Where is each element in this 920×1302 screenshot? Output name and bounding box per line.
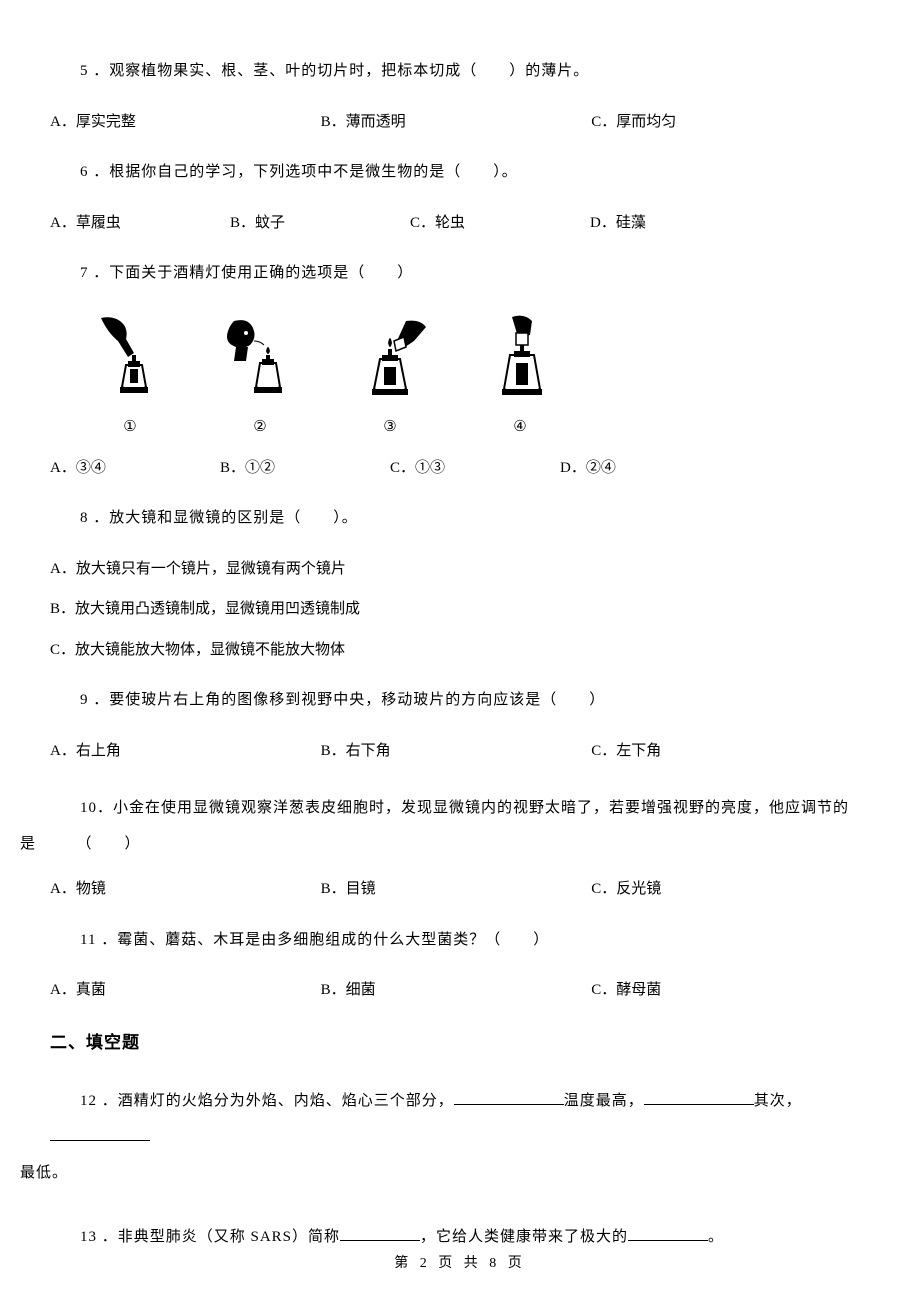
- q7-text: 7 ．下面关于酒精灯使用正确的选项是（ ）: [50, 262, 870, 285]
- q11-opt-c: C．酵母菌: [591, 979, 862, 1002]
- q12-blank-2: [644, 1090, 754, 1105]
- q13-blank-1: [340, 1226, 420, 1241]
- q6-opt-a: A．草履虫: [50, 212, 230, 235]
- q7-options: A．③④ B．①② C．①③ D．②④: [50, 457, 870, 480]
- q11-opt-b: B．细菌: [321, 979, 592, 1002]
- q7-opt-b: B．①②: [220, 457, 390, 480]
- q8-opt-c: C．放大镜能放大物体，显微镜不能放大物体: [50, 639, 870, 662]
- q12-c: 其次，: [754, 1093, 802, 1109]
- q7-opt-c: C．①③: [390, 457, 560, 480]
- q10-text: 10．小金在使用显微镜观察洋葱表皮细胞时，发现显微镜内的视野太暗了，若要增强视野…: [50, 790, 870, 862]
- q8-opt-a: A．放大镜只有一个镜片，显微镜有两个镜片: [50, 558, 870, 581]
- q11-opt-a: A．真菌: [50, 979, 321, 1002]
- page-footer: 第 2 页 共 8 页: [0, 1253, 920, 1274]
- q10-options: A．物镜 B．目镜 C．反光镜: [50, 878, 870, 901]
- alcohol-lamp-light-icon: [86, 313, 176, 403]
- q13-b: ，它给人类健康带来了极大的: [420, 1229, 628, 1245]
- q10-opt-c: C．反光镜: [591, 878, 862, 901]
- q5-options: A．厚实完整 B．薄而透明 C．厚而均匀: [50, 111, 870, 134]
- q9-opt-b: B．右下角: [321, 740, 592, 763]
- q13-blank-2: [628, 1226, 708, 1241]
- q6-opt-c: C．轮虫: [410, 212, 590, 235]
- q11-options: A．真菌 B．细菌 C．酵母菌: [50, 979, 870, 1002]
- q10-opt-b: B．目镜: [321, 878, 592, 901]
- q11-text: 11 ．霉菌、蘑菇、木耳是由多细胞组成的什么大型菌类？（ ）: [50, 929, 870, 952]
- q12-d: 最低。: [20, 1165, 68, 1181]
- q9-opt-c: C．左下角: [591, 740, 862, 763]
- q7-fig-3: ③: [346, 313, 436, 439]
- q9-options: A．右上角 B．右下角 C．左下角: [50, 740, 870, 763]
- q10-text-a: 10．小金在使用显微镜观察洋葱表皮细胞时，发现显微镜内的视野太暗了，若要增强视野…: [80, 800, 849, 816]
- q12-blank-1: [454, 1090, 564, 1105]
- q10-opt-a: A．物镜: [50, 878, 321, 901]
- q7-fig-4: ④: [476, 313, 566, 439]
- q7-fig-1-label: ①: [86, 416, 176, 439]
- q12-b: 温度最高，: [564, 1093, 644, 1109]
- q9-text: 9 ．要使玻片右上角的图像移到视野中央，移动玻片的方向应该是（ ）: [50, 689, 870, 712]
- q5-opt-a: A．厚实完整: [50, 111, 321, 134]
- alcohol-lamp-cap-top-icon: [476, 313, 566, 403]
- q7-fig-2-label: ②: [216, 416, 306, 439]
- q7-figures: ① ②: [86, 313, 870, 439]
- q13-a: 13 ．非典型肺炎（又称 SARS）简称: [80, 1229, 340, 1245]
- q13-text: 13 ．非典型肺炎（又称 SARS）简称 ，它给人类健康带来了极大的 。: [50, 1219, 870, 1255]
- q9-opt-a: A．右上角: [50, 740, 321, 763]
- q5-opt-c: C．厚而均匀: [591, 111, 862, 134]
- q7-fig-2: ②: [216, 313, 306, 439]
- q7-fig-1: ①: [86, 313, 176, 439]
- alcohol-lamp-cap-side-icon: [346, 313, 436, 403]
- q5-text: 5 ．观察植物果实、根、茎、叶的切片时，把标本切成（ ）的薄片。: [50, 60, 870, 83]
- q6-opt-b: B．蚊子: [230, 212, 410, 235]
- q7-opt-a: A．③④: [50, 457, 220, 480]
- q13-c: 。: [708, 1229, 724, 1245]
- q8-opt-b: B．放大镜用凸透镜制成，显微镜用凹透镜制成: [50, 598, 870, 621]
- alcohol-lamp-blow-icon: [216, 313, 306, 403]
- q7-fig-3-label: ③: [346, 416, 436, 439]
- q6-options: A．草履虫 B．蚊子 C．轮虫 D．硅藻: [50, 212, 870, 235]
- q7-opt-d: D．②④: [560, 457, 730, 480]
- q8-text: 8 ．放大镜和显微镜的区别是（ ）。: [50, 507, 870, 530]
- q12-text: 12 ．酒精灯的火焰分为外焰、内焰、焰心三个部分，温度最高，其次，最低。: [50, 1083, 870, 1191]
- q7-fig-4-label: ④: [476, 416, 566, 439]
- q8-options: A．放大镜只有一个镜片，显微镜有两个镜片 B．放大镜用凸透镜制成，显微镜用凹透镜…: [50, 558, 870, 662]
- q6-opt-d: D．硅藻: [590, 212, 770, 235]
- section-2-title: 二、填空题: [50, 1030, 870, 1056]
- q6-text: 6 ．根据你自己的学习，下列选项中不是微生物的是（ ）。: [50, 161, 870, 184]
- q12-a: 12 ．酒精灯的火焰分为外焰、内焰、焰心三个部分，: [80, 1093, 454, 1109]
- q12-blank-3: [50, 1126, 150, 1141]
- q10-text-b: 是 （ ）: [20, 826, 141, 862]
- q5-opt-b: B．薄而透明: [321, 111, 592, 134]
